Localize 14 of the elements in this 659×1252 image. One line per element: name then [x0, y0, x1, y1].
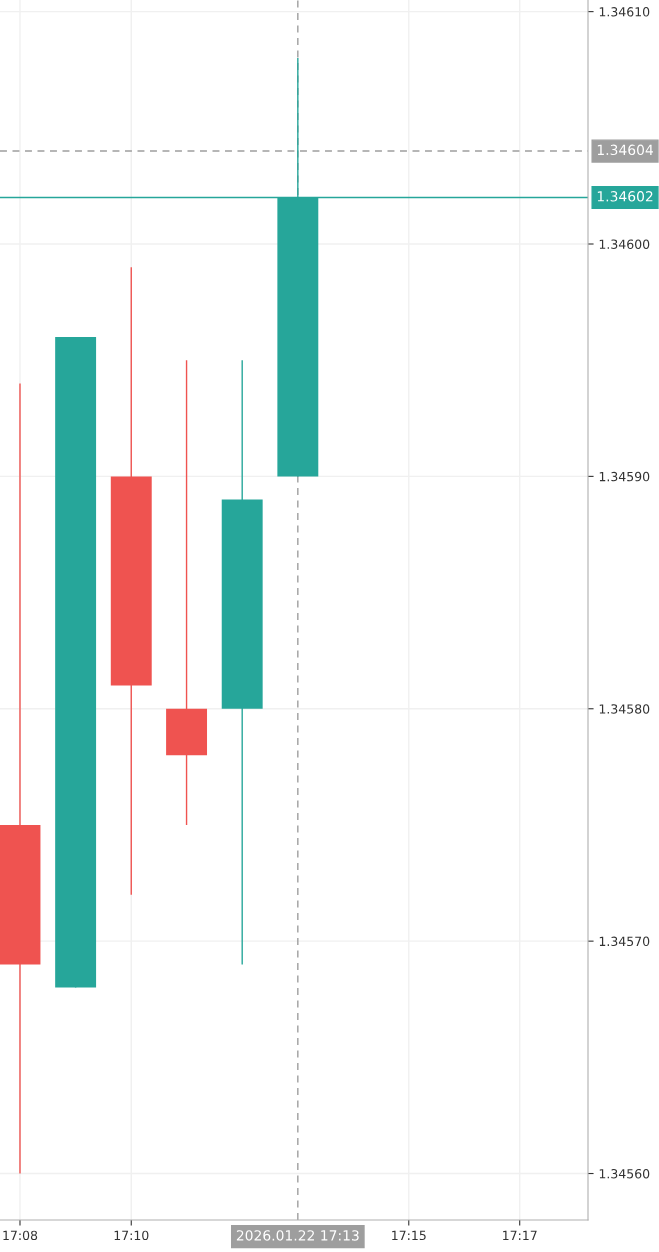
ref-line-label: 2026.01.22 17:13	[236, 1230, 359, 1241]
ref-line-label: 1.34604	[597, 144, 653, 156]
y-tick-label: 1.34590	[599, 471, 650, 482]
x-tick-label: 17:10	[114, 1230, 149, 1241]
ref-line-label: 1.34602	[597, 191, 653, 202]
y-tick-label: 1.34610	[599, 7, 650, 17]
x-tick-label: 17:17	[503, 1230, 537, 1240]
x-tick-label: 17:08	[3, 1230, 38, 1241]
y-tick-label: 1.34580	[599, 704, 650, 714]
y-tick-label: 1.34570	[599, 936, 650, 947]
y-tick-label: 1.34600	[599, 239, 650, 249]
candlestick	[166, 359, 208, 826]
y-tick-label: 1.34560	[599, 1169, 650, 1179]
x-tick-label: 17:15	[392, 1230, 426, 1241]
